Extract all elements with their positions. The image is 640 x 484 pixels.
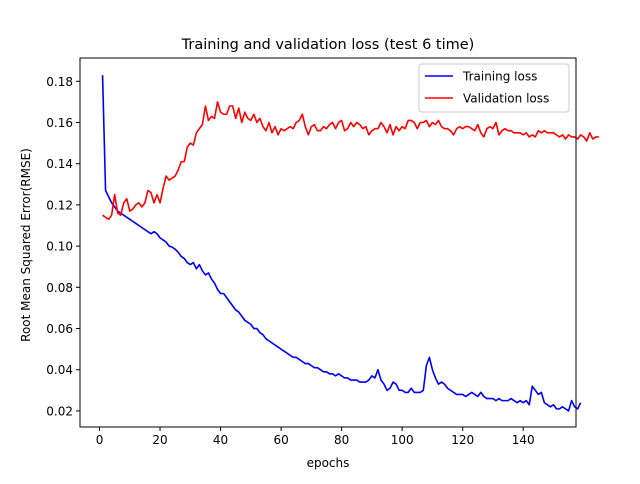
x-tick-label: 80	[334, 433, 349, 447]
x-axis-label: epochs	[307, 456, 350, 470]
x-tick-label: 0	[96, 433, 104, 447]
y-axis-label: Root Mean Squared Error(RMSE)	[19, 148, 33, 342]
y-tick-label: 0.04	[46, 363, 73, 377]
x-tick-label: 40	[213, 433, 228, 447]
y-tick-label: 0.06	[46, 322, 73, 336]
x-tick-label: 20	[152, 433, 167, 447]
legend-label: Training loss	[462, 70, 537, 84]
series-line-validation-loss	[102, 101, 599, 221]
x-tick-label: 100	[391, 433, 414, 447]
legend-box	[418, 63, 570, 113]
y-tick-label: 0.02	[46, 404, 73, 418]
y-tick-label: 0.12	[46, 198, 73, 212]
y-tick-label: 0.10	[46, 240, 73, 254]
x-tick-label: 60	[273, 433, 288, 447]
legend: Training loss Validation loss	[418, 63, 570, 113]
chart-title: Training and validation loss (test 6 tim…	[181, 37, 475, 53]
x-tick-label: 140	[512, 433, 535, 447]
series-line-training-loss	[101, 75, 582, 412]
y-tick-label: 0.14	[46, 157, 73, 171]
y-tick-label: 0.16	[46, 116, 73, 130]
y-tick-label: 0.08	[46, 281, 73, 295]
legend-label: Validation loss	[463, 92, 549, 106]
x-tick-label: 120	[451, 433, 474, 447]
axes-frame	[79, 57, 577, 428]
y-tick-label: 0.18	[46, 75, 73, 89]
